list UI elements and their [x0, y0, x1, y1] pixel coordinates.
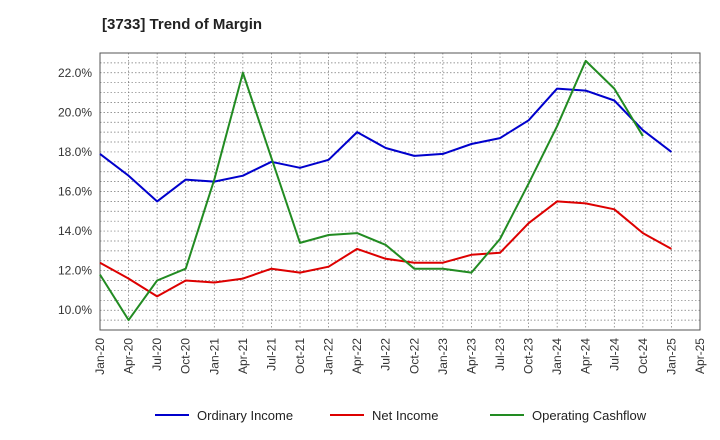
- chart-title: [3733] Trend of Margin: [102, 16, 263, 33]
- x-tick-label: Oct-22: [407, 338, 421, 374]
- x-tick-label: Apr-23: [464, 338, 478, 374]
- x-tick-label: Jul-23: [493, 338, 507, 371]
- y-axis-ticks: 10.0% 12.0% 14.0% 16.0% 18.0% 20.0% 22.0%: [58, 66, 92, 317]
- y-tick-label: 12.0%: [58, 264, 92, 278]
- x-tick-label: Jan-20: [93, 338, 107, 375]
- x-tick-label: Apr-20: [122, 338, 136, 374]
- x-tick-label: Jan-25: [664, 338, 678, 375]
- y-tick-label: 18.0%: [58, 145, 92, 159]
- legend-label: Operating Cashflow: [532, 408, 647, 423]
- x-tick-label: Oct-21: [293, 338, 307, 374]
- x-tick-label: Jul-20: [150, 338, 164, 371]
- x-tick-label: Jan-22: [322, 338, 336, 375]
- x-tick-label: Oct-23: [522, 338, 536, 374]
- y-tick-label: 10.0%: [58, 303, 92, 317]
- y-tick-label: 22.0%: [58, 66, 92, 80]
- series-layer: [99, 59, 673, 322]
- x-tick-label: Jan-21: [207, 338, 221, 375]
- x-axis-ticks: Jan-20 Apr-20 Jul-20 Oct-20 Jan-21 Apr-21 Jul-…: [93, 338, 707, 375]
- x-tick-label: Jan-23: [436, 338, 450, 375]
- series-line-operating-cashflow: [99, 59, 644, 322]
- x-tick-label: Jan-24: [550, 338, 564, 375]
- x-tick-label: Oct-20: [179, 338, 193, 374]
- series-line-net-income: [99, 200, 672, 298]
- x-tick-label: Oct-24: [636, 338, 650, 374]
- grid-layer: [100, 53, 700, 330]
- x-tick-label: Jul-21: [264, 338, 278, 371]
- x-tick-label: Apr-21: [236, 338, 250, 374]
- legend-label: Ordinary Income: [197, 408, 293, 423]
- x-tick-label: Apr-22: [350, 338, 364, 374]
- x-tick-label: Jul-24: [607, 338, 621, 371]
- x-tick-label: Apr-25: [693, 338, 707, 374]
- plot-frame: [99, 52, 701, 331]
- series-line-ordinary-income: [99, 87, 673, 203]
- y-tick-label: 14.0%: [58, 224, 92, 238]
- y-tick-label: 16.0%: [58, 185, 92, 199]
- legend-label: Net Income: [372, 408, 438, 423]
- x-tick-label: Apr-24: [579, 338, 593, 374]
- legend: Ordinary Income Net Income Operating Cashf…: [155, 408, 647, 423]
- y-tick-label: 20.0%: [58, 105, 92, 119]
- x-tick-label: Jul-22: [379, 338, 393, 371]
